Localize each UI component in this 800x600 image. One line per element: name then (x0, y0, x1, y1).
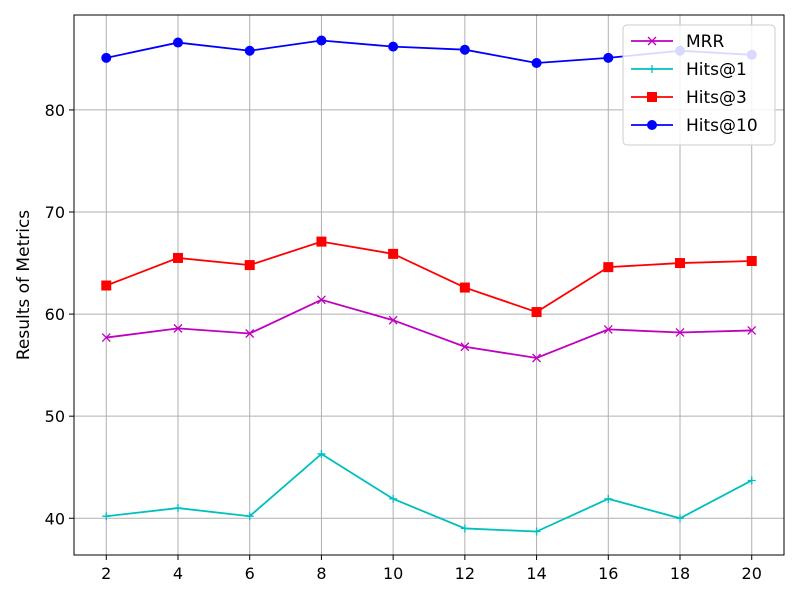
legend: MRR Hits@1 Hits@3 Hits@10 (622, 24, 776, 146)
data-point (675, 258, 686, 269)
x-tick-label: 4 (173, 564, 183, 583)
data-point (173, 323, 183, 333)
legend-label: Hits@3 (686, 88, 747, 108)
series-hits-1 (102, 449, 756, 536)
data-point (603, 262, 614, 273)
legend-label: MRR (686, 32, 724, 52)
y-tick-label: 40 (45, 509, 65, 528)
legend-item: MRR (631, 32, 724, 52)
y-axis-title: Results of Metrics (14, 210, 34, 360)
axis-ticks: 2 4 6 8 10 12 14 16 18 20 40 50 60 70 80 (45, 101, 762, 583)
data-point (102, 512, 111, 521)
y-tick-label: 80 (45, 101, 65, 120)
x-tick-label: 12 (455, 564, 475, 583)
data-point (675, 328, 685, 337)
legend-label: Hits@1 (686, 60, 747, 80)
x-tick-label: 20 (742, 564, 762, 583)
data-point (603, 324, 613, 334)
data-point (172, 252, 183, 263)
series-line (106, 298, 752, 359)
data-point (532, 527, 541, 536)
x-tick-label: 8 (316, 564, 326, 583)
data-point (531, 57, 542, 68)
data-point (316, 295, 326, 305)
data-point (244, 45, 255, 56)
data-point (604, 494, 613, 503)
data-point (389, 494, 398, 503)
data-point (316, 35, 327, 46)
y-tick-label: 50 (45, 407, 65, 426)
series-line (106, 452, 753, 533)
x-tick-label: 16 (598, 564, 618, 583)
data-point (746, 256, 757, 267)
data-point (101, 52, 112, 63)
data-point (317, 449, 326, 458)
legend-marker (647, 36, 657, 46)
x-tick-label: 14 (526, 564, 546, 583)
data-point (603, 52, 614, 63)
data-point (388, 248, 399, 259)
data-point (244, 260, 255, 271)
data-point (531, 307, 542, 318)
data-point (245, 512, 254, 521)
data-point (101, 333, 111, 343)
legend-item: Hits@3 (631, 88, 747, 108)
legend-item: Hits@10 (631, 116, 758, 136)
series-line (105, 240, 752, 314)
data-point (459, 44, 470, 55)
legend-marker (647, 120, 657, 130)
x-tick-label: 6 (245, 564, 255, 583)
data-point (532, 353, 542, 363)
legend-marker (647, 92, 657, 102)
data-point (747, 476, 756, 485)
legend-item: Hits@1 (631, 60, 747, 80)
x-tick-label: 2 (101, 564, 111, 583)
data-point (172, 37, 183, 48)
data-point (388, 315, 398, 325)
y-tick-label: 60 (45, 305, 65, 324)
data-point (316, 236, 327, 247)
data-point (459, 282, 470, 293)
data-point (388, 41, 399, 52)
data-point (101, 280, 112, 291)
series-mrr (101, 295, 757, 363)
legend-box (622, 24, 776, 146)
x-tick-label: 10 (383, 564, 403, 583)
data-point (747, 325, 757, 335)
series-hits-3 (101, 236, 757, 318)
plot-frame (73, 14, 785, 556)
data-point (460, 524, 469, 533)
legend-label: Hits@10 (686, 116, 758, 136)
data-point (173, 504, 182, 513)
legend-marker (648, 65, 656, 73)
y-tick-label: 70 (45, 203, 65, 222)
x-tick-label: 18 (670, 564, 690, 583)
data-point (245, 329, 255, 338)
data-point (460, 342, 470, 352)
data-point (676, 514, 685, 523)
